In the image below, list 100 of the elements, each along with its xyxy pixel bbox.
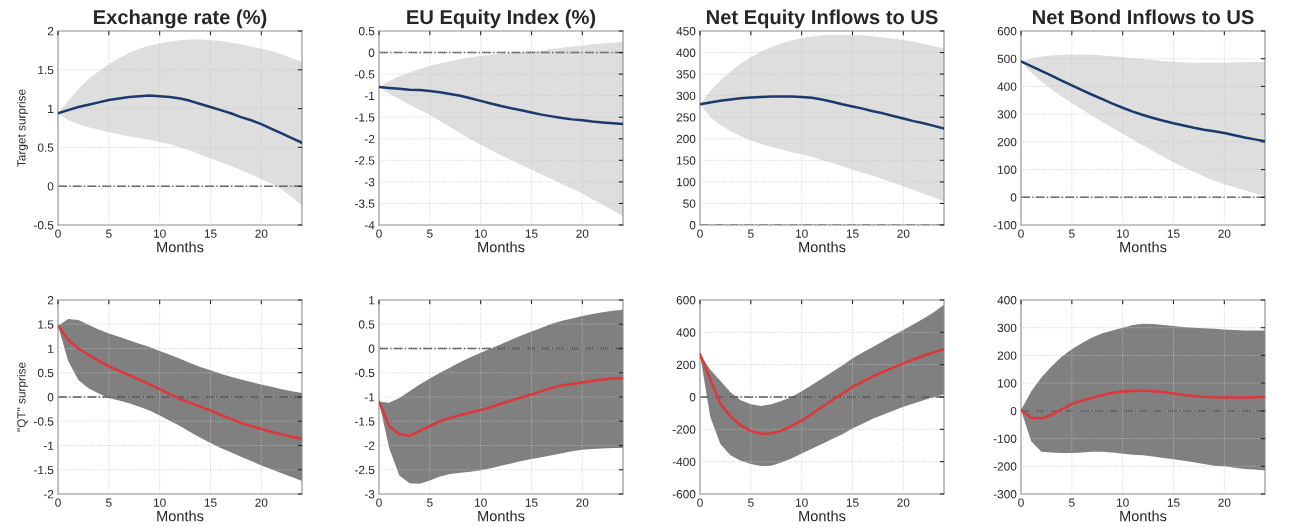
y-tick-label: 450 (676, 27, 696, 36)
y-tick-label: -200 (993, 462, 1017, 471)
y-tick-label: 600 (997, 27, 1017, 36)
y-tick-label: -1.5 (355, 113, 375, 122)
y-tick-label: -0.5 (34, 221, 54, 230)
y-axis-title: "QT" surprise (16, 362, 28, 432)
y-tick-label: 350 (676, 70, 696, 79)
x-tick-label: 0 (1018, 498, 1024, 507)
y-tick-label: 0.5 (37, 368, 54, 378)
chart-title: EU Equity Index (%) (407, 9, 596, 29)
x-tick-label: 0 (1018, 229, 1024, 238)
x-tick-label: 15 (1167, 229, 1180, 238)
y-tick-label: 400 (997, 82, 1017, 91)
y-tick-label: 600 (676, 296, 696, 305)
y-tick-label: 100 (677, 177, 696, 187)
y-tick-label: 0 (1010, 193, 1017, 202)
y-tick-label: 300 (997, 110, 1017, 119)
y-tick-label: 0 (689, 221, 696, 230)
x-tick-label: 20 (897, 498, 910, 507)
y-tick-label: 200 (997, 137, 1017, 147)
x-tick-label: 15 (1167, 498, 1180, 507)
y-tick-label: 1 (48, 104, 54, 113)
x-tick-label: 20 (255, 229, 268, 238)
y-tick-label: -2 (364, 134, 375, 144)
x-tick-label: 20 (576, 498, 589, 507)
y-tick-label: 0 (1010, 406, 1017, 416)
chart-title: Net Bond Inflows to US (1033, 9, 1254, 25)
y-tick-label: -1 (43, 441, 54, 450)
y-tick-label: 0.5 (37, 143, 54, 152)
y-tick-label: 0 (368, 344, 375, 353)
y-tick-label: 2 (47, 296, 54, 305)
y-tick-label: 400 (997, 296, 1017, 305)
x-tick-label: 0 (376, 498, 382, 507)
y-tick-label: -4 (364, 221, 375, 230)
y-tick-label: 1 (369, 296, 375, 305)
y-tick-label: 0 (47, 182, 54, 191)
x-tick-label: 20 (1218, 229, 1231, 238)
x-axis-title: Months (799, 241, 846, 253)
x-tick-label: 20 (255, 498, 268, 507)
y-tick-label: 400 (676, 328, 696, 337)
y-tick-label: -2 (364, 441, 375, 450)
x-tick-label: 10 (154, 229, 166, 238)
line-series (58, 324, 302, 440)
y-tick-label: 1.5 (38, 65, 54, 75)
y-tick-label: -0.5 (355, 368, 375, 378)
x-tick-label: 10 (796, 498, 808, 507)
line-series (58, 94, 302, 144)
x-tick-label: 0 (376, 229, 382, 238)
y-tick-label: 200 (997, 351, 1017, 360)
x-tick-label: 10 (475, 498, 487, 507)
x-tick-label: 20 (576, 229, 589, 238)
y-tick-label: 300 (997, 323, 1017, 333)
y-tick-label: 200 (676, 134, 696, 144)
y-tick-label: 0 (368, 48, 375, 57)
y-tick-label: -2.5 (355, 156, 375, 165)
y-tick-label: 50 (683, 199, 696, 208)
x-tick-label: 0 (55, 229, 61, 238)
y-tick-label: 500 (997, 54, 1017, 64)
line-series (700, 95, 944, 130)
x-tick-label: 10 (154, 498, 166, 507)
x-axis-title: Months (1120, 241, 1167, 253)
x-tick-label: 5 (427, 498, 433, 507)
x-tick-label: 0 (697, 498, 703, 507)
line-series (700, 348, 944, 435)
x-tick-label: 15 (204, 229, 217, 238)
y-tick-label: 100 (998, 379, 1017, 388)
y-tick-label: -200 (672, 425, 696, 434)
y-tick-label: 100 (998, 165, 1017, 174)
y-tick-label: -2 (43, 490, 54, 499)
x-tick-label: 15 (525, 229, 538, 238)
y-tick-label: -1 (364, 393, 375, 402)
x-tick-label: 5 (427, 229, 433, 238)
y-tick-label: 0 (47, 393, 54, 402)
x-axis-title: Months (157, 510, 204, 522)
y-tick-label: -400 (672, 457, 696, 467)
x-tick-label: 5 (748, 498, 754, 507)
x-tick-label: 10 (796, 229, 808, 238)
x-tick-label: 5 (1069, 498, 1075, 507)
x-tick-label: 10 (475, 229, 487, 238)
y-tick-label: 0.5 (358, 27, 375, 36)
x-tick-label: 15 (204, 498, 217, 507)
y-tick-label: -600 (672, 490, 696, 499)
x-tick-label: 0 (697, 229, 703, 238)
y-tick-label: -3 (364, 177, 375, 187)
y-tick-label: -100 (993, 434, 1017, 443)
y-tick-label: -2.5 (355, 465, 375, 475)
y-tick-label: -100 (993, 221, 1017, 230)
x-tick-label: 20 (897, 229, 910, 238)
y-tick-label: 0 (689, 393, 696, 402)
y-tick-label: 0.5 (358, 320, 375, 329)
line-series (1021, 60, 1265, 143)
y-tick-label: 250 (676, 113, 696, 122)
y-tick-label: -0.5 (34, 417, 54, 426)
line-series (1021, 389, 1265, 420)
x-tick-label: 15 (525, 498, 538, 507)
x-axis-title: Months (799, 510, 846, 522)
x-axis-title: Months (1120, 510, 1167, 522)
y-tick-label: 300 (676, 91, 696, 101)
line-series (379, 85, 623, 126)
chart-title: Net Equity Inflows to US (706, 9, 938, 29)
